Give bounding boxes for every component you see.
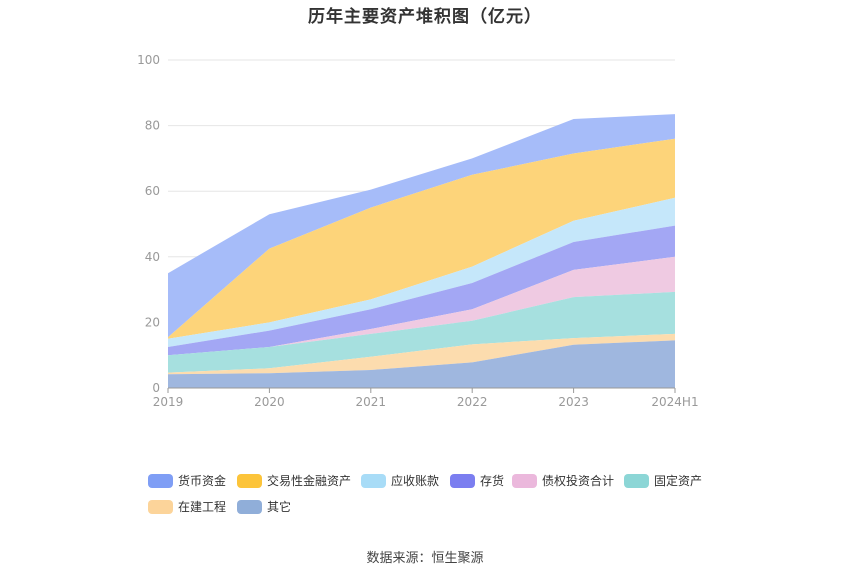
legend-label: 其它 xyxy=(267,500,292,514)
legend-item[interactable]: 交易性金融资产 xyxy=(237,472,351,489)
legend-swatch xyxy=(361,473,386,488)
area-series xyxy=(168,197,675,347)
y-tick-label: 0 xyxy=(152,381,160,395)
legend-label: 应收账款 xyxy=(391,474,440,488)
area-series xyxy=(168,291,675,373)
legend-item[interactable]: 存货 xyxy=(450,472,504,489)
x-tick-label: 2020 xyxy=(254,395,285,409)
legend-label: 交易性金融资产 xyxy=(267,474,352,488)
x-tick-label: 2021 xyxy=(356,395,387,409)
chart-title: 历年主要资产堆积图（亿元） xyxy=(308,7,542,27)
area-series xyxy=(168,333,675,375)
legend-item[interactable]: 其它 xyxy=(237,498,291,515)
legend-label: 货币资金 xyxy=(178,474,227,488)
legend-label: 固定资产 xyxy=(654,474,703,488)
legend-item[interactable]: 应收账款 xyxy=(361,472,439,489)
legend-swatch xyxy=(148,473,173,488)
y-tick-label: 20 xyxy=(145,315,160,329)
legend-item[interactable]: 货币资金 xyxy=(148,472,226,489)
area-series xyxy=(168,114,675,338)
legend-swatch xyxy=(148,499,173,514)
stacked-area-chart: 0 20 40 60 80 100 2019 2020 2021 2022 2023 2024H1 xyxy=(137,53,699,409)
area-series xyxy=(168,225,675,356)
legend-item[interactable]: 在建工程 xyxy=(148,498,226,515)
legend-label: 债权投资合计 xyxy=(542,474,615,488)
x-tick-label: 2023 xyxy=(558,395,589,409)
legend-label: 在建工程 xyxy=(178,500,227,514)
area-series xyxy=(168,340,675,388)
y-tick-label: 100 xyxy=(137,53,160,67)
area-series xyxy=(168,138,675,339)
legend-label: 存货 xyxy=(480,474,505,488)
legend-swatch xyxy=(450,473,475,488)
legend-swatch xyxy=(237,499,262,514)
x-tick-label: 2022 xyxy=(457,395,488,409)
legend-swatch xyxy=(512,473,537,488)
legend-swatch xyxy=(237,473,262,488)
x-tick-label: 2024H1 xyxy=(651,395,698,409)
area-series xyxy=(168,256,675,356)
data-source: 数据来源：恒生聚源 xyxy=(366,551,484,566)
legend-item[interactable]: 债权投资合计 xyxy=(512,472,614,489)
x-tick-label: 2019 xyxy=(153,395,184,409)
legend-swatch xyxy=(624,473,649,488)
y-tick-label: 60 xyxy=(145,184,160,198)
legend-item[interactable]: 固定资产 xyxy=(624,472,702,489)
y-tick-label: 80 xyxy=(145,119,160,133)
y-tick-label: 40 xyxy=(145,250,160,264)
